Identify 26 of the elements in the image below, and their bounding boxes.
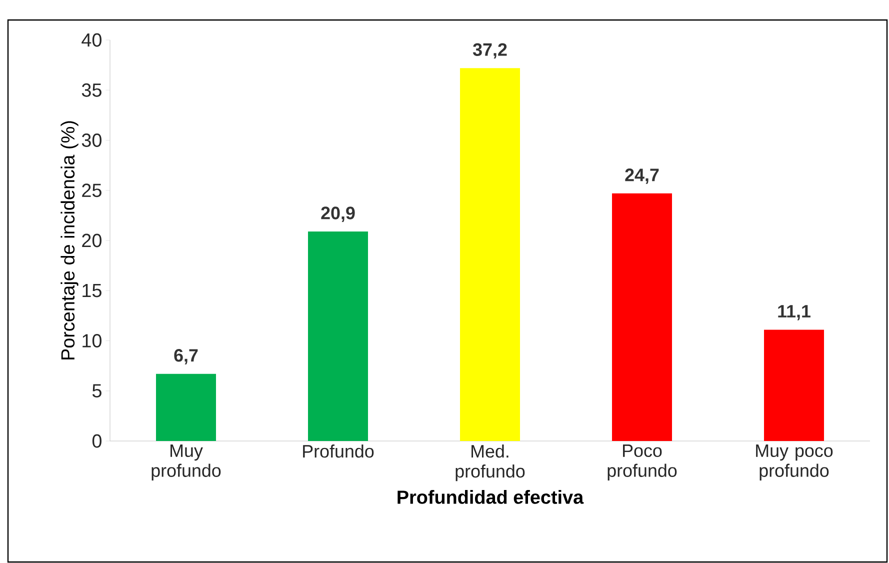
data-label: 6,7	[174, 349, 198, 364]
data-label: 11,1	[778, 305, 810, 320]
y-tick-label: 5	[92, 384, 102, 398]
data-label: 24,7	[625, 168, 659, 184]
data-label: 37,2	[472, 43, 507, 59]
y-tick-label: 25	[82, 184, 102, 198]
y-tick-label: 35	[82, 83, 102, 97]
x-tick-label: Muy profundo	[152, 444, 221, 480]
data-label: 20,9	[321, 206, 355, 222]
y-tick-label: 15	[82, 284, 102, 298]
y-tick-label: 30	[82, 134, 102, 147]
x-tick-label: Muy poco profundo	[756, 444, 833, 480]
bar	[308, 231, 368, 441]
x-tick-label: Profundo	[303, 444, 374, 458]
bar	[460, 68, 520, 441]
y-tick-label: 0	[92, 434, 102, 448]
x-tick-label: Poco profundo	[608, 444, 677, 480]
bar	[612, 193, 672, 441]
bar	[156, 374, 216, 441]
bar	[764, 330, 824, 441]
y-tick-label: 20	[82, 234, 102, 248]
y-tick-label: 10	[82, 334, 102, 348]
y-axis-title: Porcentaje de incidencia (%)	[60, 121, 78, 360]
x-axis-title: Profundidad efectiva	[398, 490, 584, 504]
x-tick-label: Med. profundo	[456, 444, 525, 482]
y-tick-label: 40	[82, 33, 102, 47]
